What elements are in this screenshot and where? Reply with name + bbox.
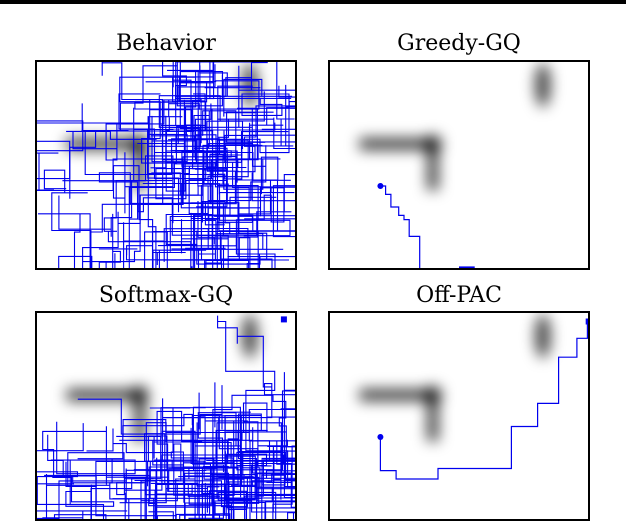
plot-frame (328, 311, 590, 521)
trajectory-segment (47, 421, 232, 521)
field-vertical-bar (133, 395, 146, 442)
panel-title-behavior: Behavior (116, 31, 216, 56)
plot-frame (328, 60, 590, 270)
field-vertical-bar (426, 395, 439, 442)
chart-svg-greedy-gq (328, 60, 590, 270)
panel-behavior (35, 60, 297, 270)
plot-area (328, 311, 590, 521)
trajectory-segment (126, 164, 285, 270)
trajectory-segment (77, 385, 253, 505)
trajectory-end-marker (280, 316, 287, 323)
trajectory-segment (123, 422, 256, 521)
field-vertical-bar (133, 144, 146, 191)
plot-area (328, 60, 590, 270)
panel-title-softmax-gq: Softmax-GQ (98, 283, 234, 308)
chart-svg-off-pac (328, 311, 590, 521)
plot-frame (35, 311, 297, 521)
top-rule (0, 0, 626, 4)
trajectory-segment (151, 115, 296, 265)
field-top-right-blob (241, 63, 258, 108)
trajectory-segment (147, 110, 281, 270)
panel-title-off-pac: Off-PAC (416, 283, 502, 308)
panel-off-pac (328, 311, 590, 521)
field-top-right-blob (534, 63, 551, 108)
trajectory-segment (112, 422, 282, 521)
trajectory-segment (161, 60, 297, 147)
field-horizontal-bar (66, 389, 140, 401)
trajectory-segment (165, 93, 276, 192)
trajectory-segment (180, 184, 296, 269)
trajectory-start-marker (377, 183, 384, 189)
trajectory-segment (101, 60, 292, 161)
trajectory-segment (81, 61, 237, 161)
field-horizontal-bar (359, 389, 433, 401)
trajectory-path (379, 321, 588, 480)
panel-greedy-gq (328, 60, 590, 270)
panel-softmax-gq (35, 311, 297, 521)
plot-frame (35, 60, 297, 270)
field-junction (130, 386, 149, 404)
panel-title-greedy-gq: Greedy-GQ (397, 31, 521, 56)
trajectory-segment (148, 406, 241, 521)
trajectory-path (380, 185, 421, 270)
trajectory-segment (86, 392, 293, 484)
field-top-right-blob (534, 314, 551, 359)
trajectory-start-marker (377, 434, 384, 440)
field-vertical-bar (426, 144, 439, 191)
field-junction (423, 135, 442, 153)
trajectory-segment (169, 71, 260, 270)
trajectory-segment (119, 76, 249, 226)
chart-svg-behavior (35, 60, 297, 270)
field-junction (423, 386, 442, 404)
chart-svg-softmax-gq (35, 311, 297, 521)
trajectory-segment (58, 152, 204, 265)
trajectory-end-marker (585, 318, 590, 325)
field-horizontal-bar (359, 138, 433, 150)
